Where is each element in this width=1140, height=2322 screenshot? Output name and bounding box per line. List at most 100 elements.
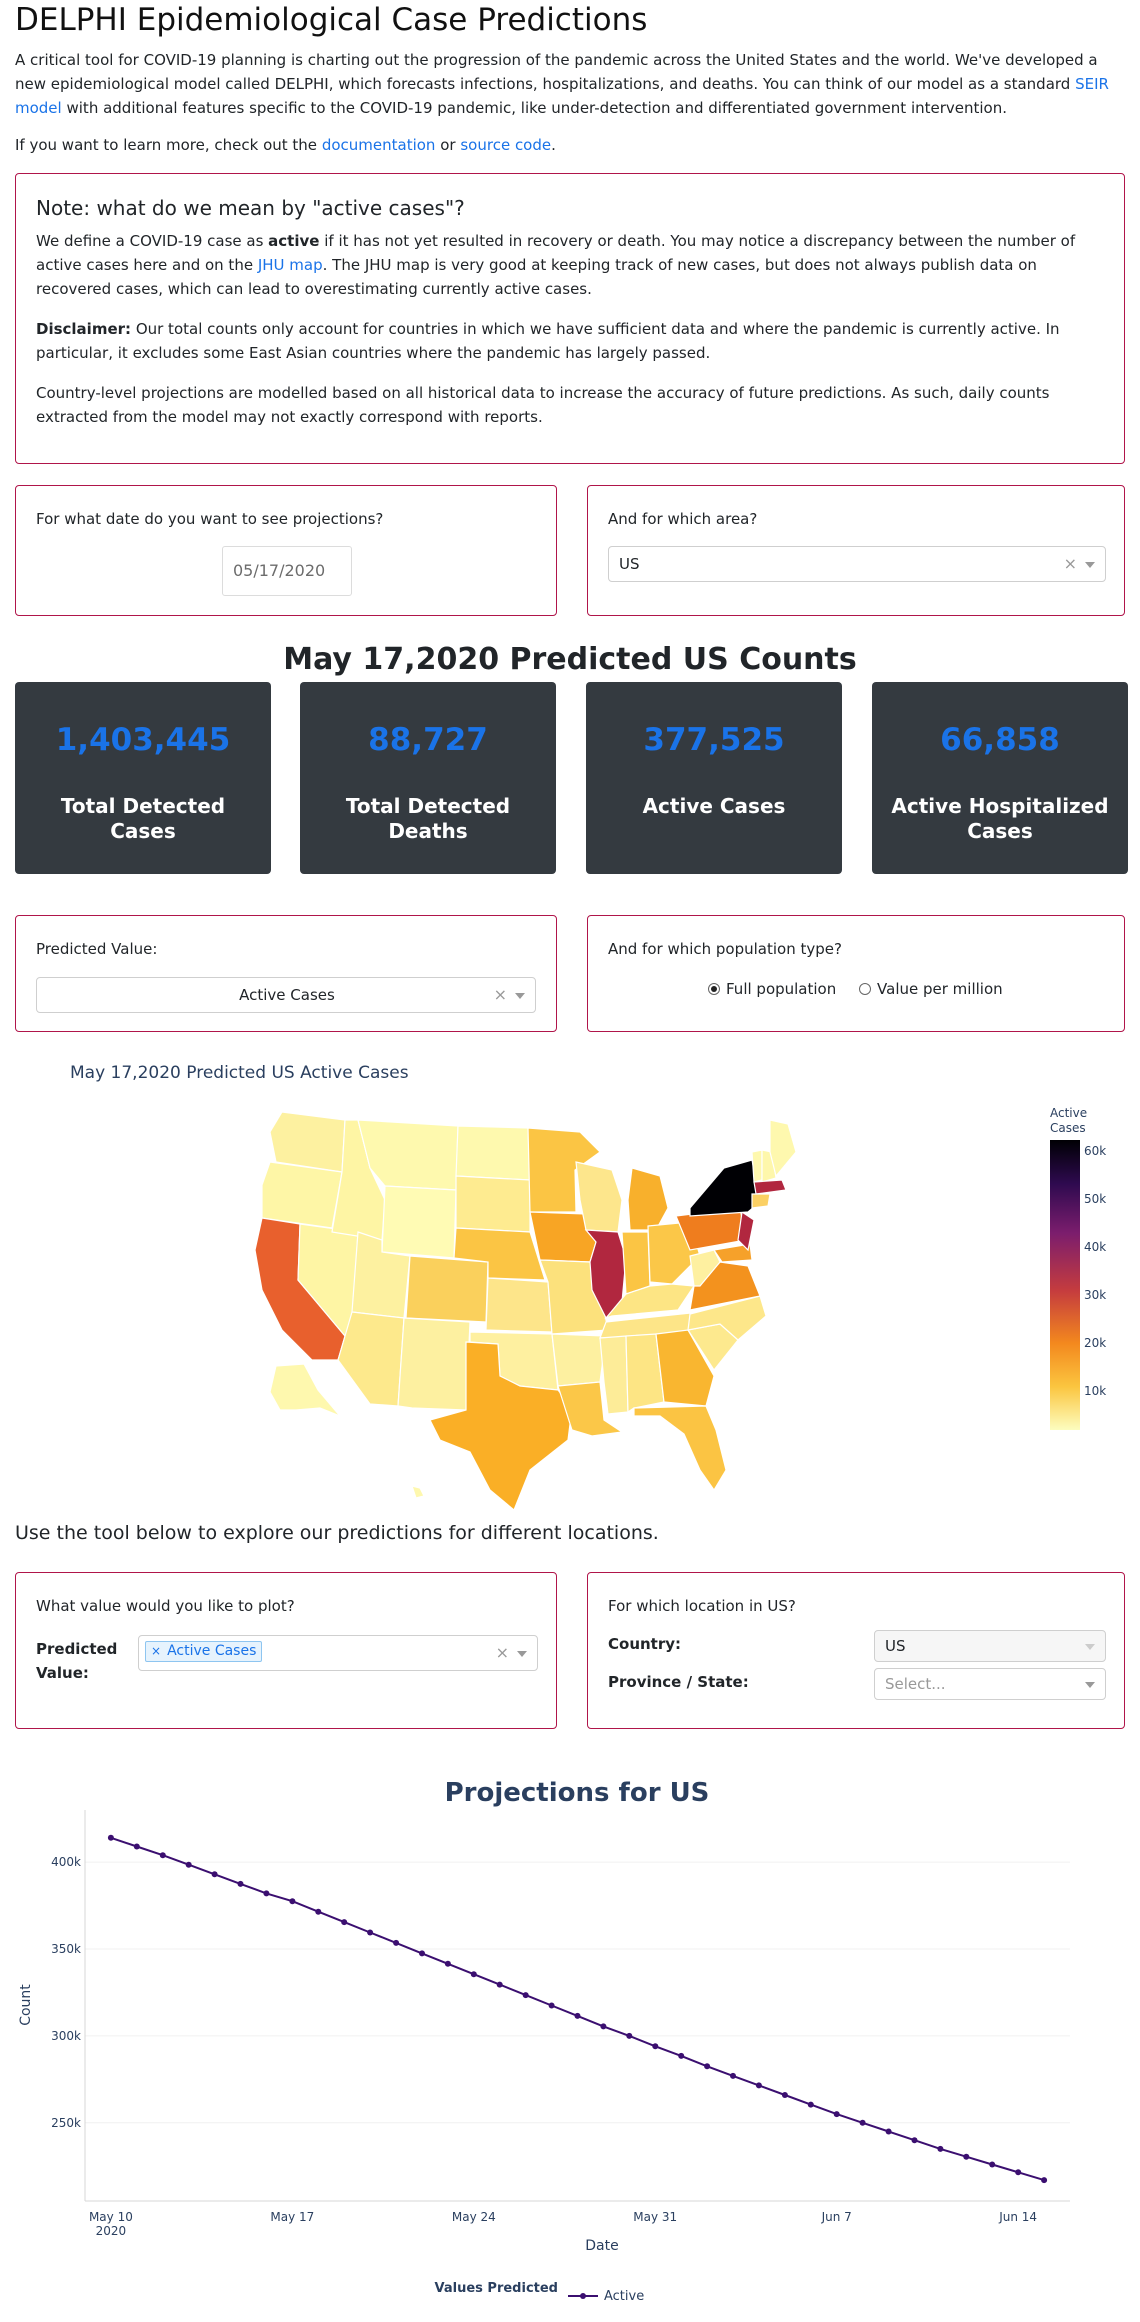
seir-model-link[interactable]: SEIR model [15, 75, 1109, 117]
data-point[interactable] [133, 1843, 140, 1850]
radio-unchecked-icon[interactable] [859, 983, 872, 995]
explore-text: Use the tool below to explore our predic… [15, 1522, 659, 1544]
plot-value-multiselect[interactable]: × Active Cases × [138, 1635, 538, 1671]
remove-chip-icon[interactable]: × [151, 1644, 162, 1658]
data-point[interactable] [444, 1960, 451, 1967]
state-massachusetts[interactable] [753, 1179, 787, 1195]
state-michigan[interactable] [627, 1167, 669, 1231]
state-wyoming[interactable] [381, 1185, 457, 1259]
data-point[interactable] [678, 2052, 685, 2059]
chevron-down-icon[interactable] [1085, 562, 1095, 568]
data-point[interactable] [419, 1950, 425, 1957]
data-point[interactable] [159, 1852, 166, 1859]
date-input[interactable]: 05/17/2020 [222, 546, 352, 596]
clear-icon[interactable]: × [493, 985, 507, 1004]
state-south-dakota[interactable] [455, 1175, 531, 1233]
data-point[interactable] [600, 2023, 607, 2030]
disclaimer-label: Disclaimer: [36, 320, 132, 338]
state-alabama[interactable] [625, 1333, 665, 1414]
us-choropleth-map[interactable]: Active Cases 60k 50k 40k 30k 20k 10k [0, 1090, 1140, 1510]
state-kansas[interactable] [485, 1277, 553, 1333]
state-hawaii[interactable] [411, 1485, 425, 1499]
state-new-york[interactable] [689, 1159, 761, 1217]
state-mississippi[interactable] [599, 1335, 629, 1415]
data-point[interactable] [263, 1890, 270, 1897]
data-point[interactable] [859, 2119, 866, 2126]
radio-checked-icon[interactable] [708, 983, 720, 995]
legend-label[interactable]: Active [604, 2289, 644, 2304]
state-texas[interactable] [429, 1341, 573, 1510]
predicted-value-select[interactable]: Active Cases × [36, 977, 536, 1013]
jhu-map-link[interactable]: JHU map [257, 256, 323, 274]
chevron-down-icon[interactable] [515, 993, 525, 999]
data-point[interactable] [626, 2032, 633, 2039]
projections-chart[interactable]: Projections for US May 10 2020 May 17 May 2… [0, 1760, 1140, 2322]
state-maine[interactable] [769, 1119, 797, 1178]
colorbar-title-1: Active [1050, 1106, 1087, 1120]
state-louisiana[interactable] [557, 1381, 624, 1437]
area-select-value: US [619, 555, 640, 573]
state-alaska[interactable] [269, 1363, 341, 1417]
plot-value-label: What value would you like to plot? [36, 1597, 295, 1615]
state-indiana[interactable] [621, 1231, 651, 1295]
data-point[interactable] [574, 2012, 581, 2019]
state-georgia[interactable] [655, 1329, 715, 1407]
data-point[interactable] [1015, 2169, 1022, 2176]
data-point[interactable] [211, 1871, 218, 1878]
data-point[interactable] [496, 1981, 503, 1988]
data-point[interactable] [367, 1929, 374, 1936]
data-point[interactable] [704, 2063, 711, 2070]
data-point[interactable] [833, 2111, 840, 2118]
data-point[interactable] [237, 1880, 244, 1887]
radio-full-population[interactable]: Full population [708, 980, 836, 998]
data-point[interactable] [807, 2101, 814, 2108]
documentation-link[interactable]: documentation [321, 136, 436, 154]
data-point[interactable] [341, 1919, 348, 1926]
state-west-virginia[interactable] [689, 1249, 721, 1287]
data-point[interactable] [885, 2128, 892, 2135]
clear-icon[interactable]: × [1063, 554, 1077, 573]
source-code-link[interactable]: source code [460, 136, 552, 154]
data-point[interactable] [730, 2072, 736, 2079]
state-new-mexico[interactable] [397, 1317, 471, 1411]
data-point[interactable] [781, 2092, 788, 2098]
x-tick-label: Jun 7 [821, 2210, 852, 2224]
data-point[interactable] [989, 2161, 996, 2168]
data-point[interactable] [755, 2082, 762, 2089]
area-select[interactable]: US × [608, 546, 1106, 582]
data-point[interactable] [470, 1971, 477, 1978]
data-point[interactable] [393, 1939, 400, 1946]
country-select[interactable]: US [874, 1630, 1106, 1662]
clear-icon[interactable]: × [495, 1643, 509, 1662]
data-point[interactable] [911, 2137, 918, 2144]
state-connecticut[interactable] [751, 1193, 771, 1209]
data-point[interactable] [315, 1908, 322, 1915]
state-arkansas[interactable] [551, 1333, 607, 1387]
state-new-jersey[interactable] [737, 1210, 755, 1252]
state-select[interactable]: Select... [874, 1668, 1106, 1700]
note-country-level: Country-level projections are modelled b… [36, 384, 1050, 426]
data-point[interactable] [522, 1992, 529, 1999]
state-kentucky[interactable] [604, 1283, 696, 1320]
data-point[interactable] [548, 2002, 555, 2009]
data-point[interactable] [652, 2043, 659, 2050]
state-vermont[interactable] [751, 1149, 763, 1183]
data-point[interactable] [289, 1898, 296, 1905]
state-maryland[interactable] [712, 1243, 753, 1263]
state-arizona[interactable] [337, 1311, 405, 1407]
data-point[interactable] [963, 2153, 970, 2160]
chevron-down-icon[interactable] [517, 1651, 527, 1657]
state-oregon[interactable] [261, 1161, 343, 1229]
data-point[interactable] [107, 1834, 114, 1841]
chevron-down-icon[interactable] [1085, 1644, 1095, 1650]
state-florida[interactable] [633, 1405, 727, 1492]
radio-value-per-million[interactable]: Value per million [859, 980, 1003, 998]
data-point[interactable] [1041, 2177, 1048, 2184]
data-point[interactable] [185, 1861, 192, 1868]
chevron-down-icon[interactable] [1085, 1682, 1095, 1688]
state-colorado[interactable] [405, 1255, 489, 1323]
state-north-dakota[interactable] [455, 1125, 531, 1181]
data-point[interactable] [937, 2145, 944, 2152]
selected-value-chip[interactable]: × Active Cases [145, 1641, 263, 1662]
